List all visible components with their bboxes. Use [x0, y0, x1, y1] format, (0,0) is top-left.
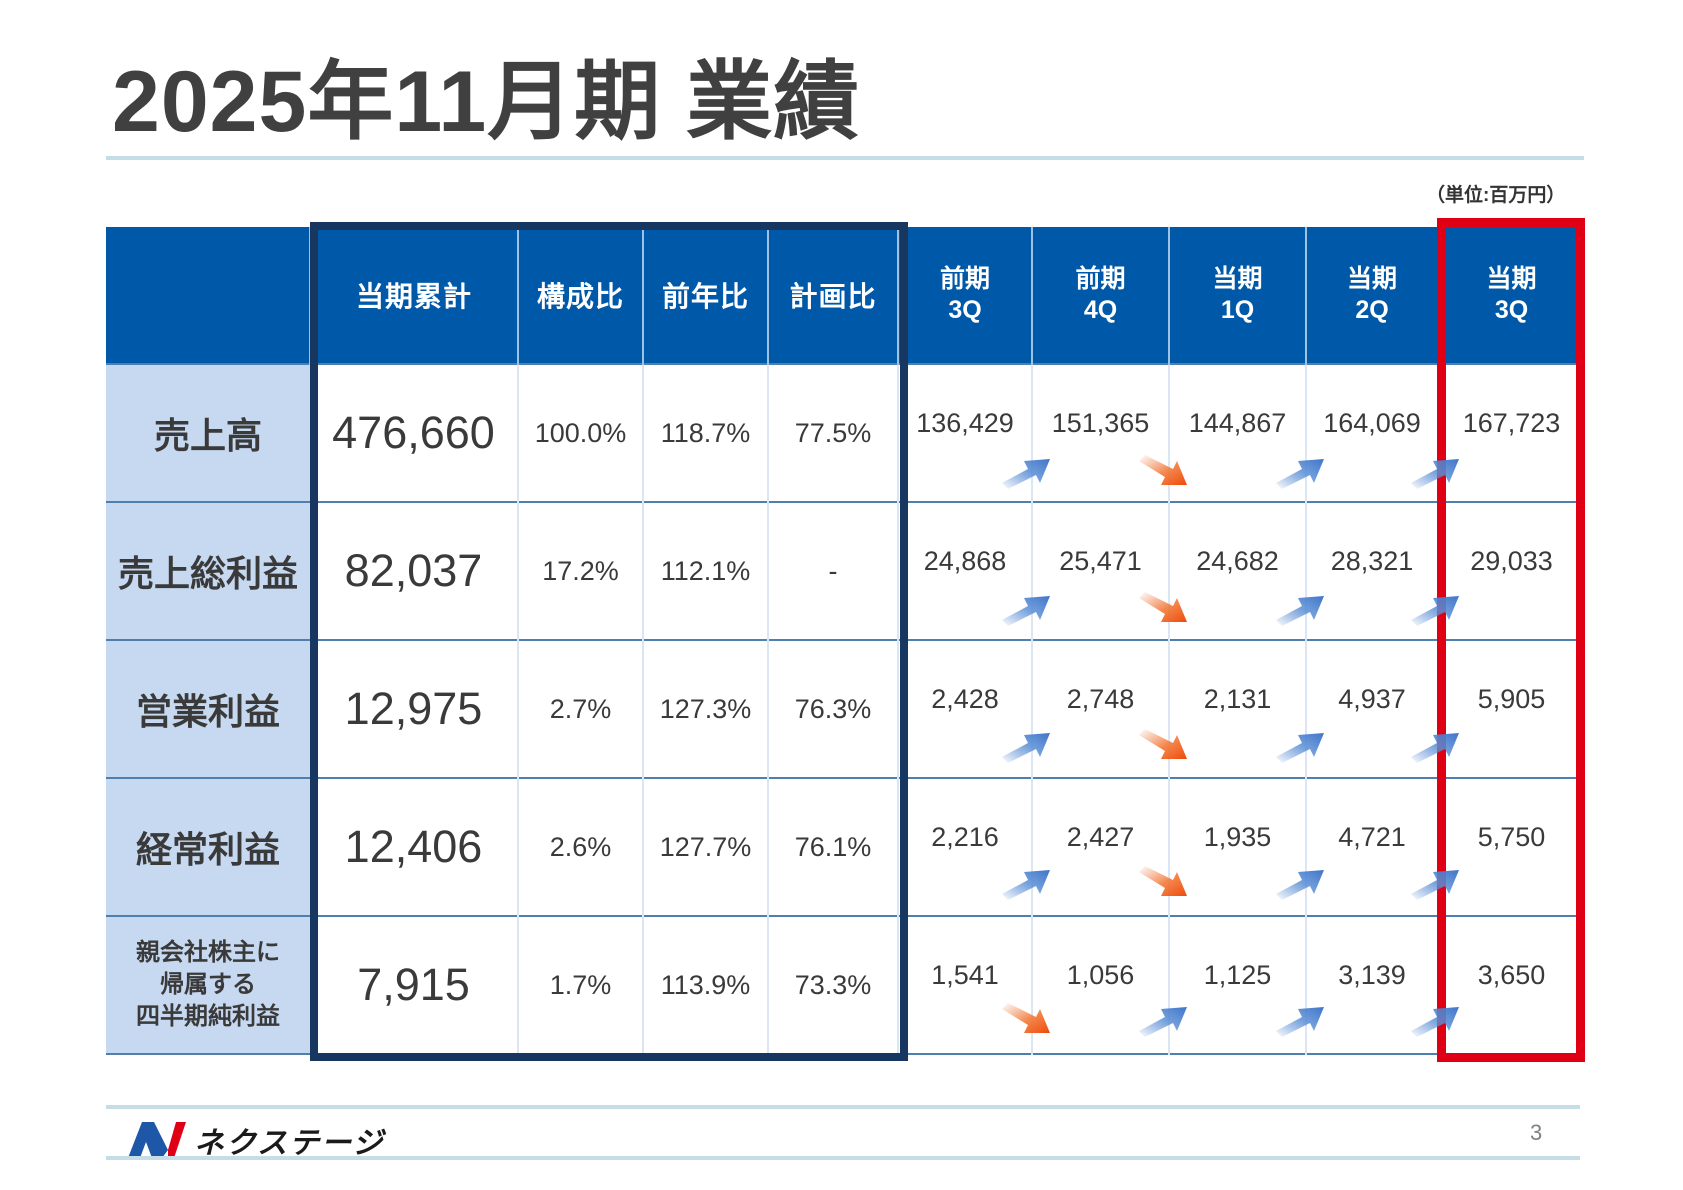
composition-value: 17.2%	[517, 501, 643, 640]
quarter-value: 2,131	[1168, 639, 1306, 778]
quarter-value: 1,056	[1031, 915, 1169, 1054]
table-row-gross-profit: 売上総利益 82,037 17.2% 112.1% - 24,868 25,47…	[106, 501, 1584, 640]
vs-plan-value: 76.3%	[767, 639, 898, 778]
footer-top-divider	[106, 1105, 1580, 1109]
quarter-value: 2,428	[897, 639, 1032, 778]
table-row-ordinary-profit: 経常利益 12,406 2.6% 127.7% 76.1% 2,216 2,42…	[106, 777, 1584, 916]
quarter-value: 2,216	[897, 777, 1032, 916]
unit-label: （単位:百万円）	[1426, 185, 1566, 206]
quarter-value: 5,750	[1437, 777, 1584, 916]
header-composition: 構成比	[517, 227, 643, 364]
yoy-value: 127.7%	[642, 777, 768, 916]
footer-bottom-divider	[106, 1156, 1580, 1160]
quarter-value: 3,650	[1437, 915, 1584, 1054]
yoy-value: 118.7%	[642, 363, 768, 502]
company-logo: ネクステージ	[128, 1118, 385, 1162]
quarter-value: 24,868	[897, 501, 1032, 640]
cumulative-value: 476,660	[310, 363, 518, 502]
row-label: 売上総利益	[106, 501, 310, 640]
quarter-value: 2,427	[1031, 777, 1169, 916]
quarter-value: 4,721	[1305, 777, 1438, 916]
quarter-value: 136,429	[897, 363, 1032, 502]
quarter-value: 144,867	[1168, 363, 1306, 502]
header-blank	[106, 227, 310, 364]
vs-plan-value: 73.3%	[767, 915, 898, 1054]
quarter-value: 28,321	[1305, 501, 1438, 640]
header-cur-1q: 当期 1Q	[1168, 227, 1306, 364]
composition-value: 2.6%	[517, 777, 643, 916]
header-row: 当期累計 構成比 前年比 計画比 前期 3Q 前期 4Q 当期 1Q 当期 2Q 当期 3…	[106, 227, 1584, 364]
table-row-operating-profit: 営業利益 12,975 2.7% 127.3% 76.3% 2,428 2,74…	[106, 639, 1584, 778]
quarter-value: 151,365	[1031, 363, 1169, 502]
vs-plan-value: 76.1%	[767, 777, 898, 916]
quarter-value: 1,125	[1168, 915, 1306, 1054]
vs-plan-value: -	[767, 501, 898, 640]
cumulative-value: 12,975	[310, 639, 518, 778]
header-vs-plan: 計画比	[767, 227, 898, 364]
brand-name: ネクステージ	[194, 1127, 385, 1160]
quarter-value: 3,139	[1305, 915, 1438, 1054]
yoy-value: 112.1%	[642, 501, 768, 640]
composition-value: 1.7%	[517, 915, 643, 1054]
row-label: 売上高	[106, 363, 310, 502]
row-label: 営業利益	[106, 639, 310, 778]
quarter-value: 2,748	[1031, 639, 1169, 778]
header-prev-3q: 前期 3Q	[897, 227, 1032, 364]
vs-plan-value: 77.5%	[767, 363, 898, 502]
quarter-value: 25,471	[1031, 501, 1169, 640]
page-title: 2025年11月期 業績	[112, 54, 861, 150]
page-number: 3	[1530, 1120, 1543, 1145]
quarter-value: 167,723	[1437, 363, 1584, 502]
yoy-value: 113.9%	[642, 915, 768, 1054]
table-row-sales: 売上高 476,660 100.0% 118.7% 77.5% 136,429 …	[106, 363, 1584, 502]
header-cur-3q: 当期 3Q	[1437, 227, 1584, 364]
yoy-value: 127.3%	[642, 639, 768, 778]
cumulative-value: 82,037	[310, 501, 518, 640]
cumulative-value: 12,406	[310, 777, 518, 916]
header-cur-2q: 当期 2Q	[1305, 227, 1438, 364]
header-prev-4q: 前期 4Q	[1031, 227, 1169, 364]
quarter-value: 164,069	[1305, 363, 1438, 502]
composition-value: 100.0%	[517, 363, 643, 502]
quarter-value: 1,541	[897, 915, 1032, 1054]
header-yoy: 前年比	[642, 227, 768, 364]
row-label: 経常利益	[106, 777, 310, 916]
table-row-net-income: 親会社株主に 帰属する 四半期純利益 7,915 1.7% 113.9% 73.…	[106, 915, 1584, 1054]
title-divider	[106, 156, 1584, 160]
quarter-value: 29,033	[1437, 501, 1584, 640]
header-cumulative: 当期累計	[309, 227, 518, 364]
results-table: 当期累計 構成比 前年比 計画比 前期 3Q 前期 4Q 当期 1Q 当期 2Q 当期 3…	[106, 227, 1584, 1055]
cumulative-value: 7,915	[310, 915, 518, 1054]
quarter-value: 24,682	[1168, 501, 1306, 640]
row-label: 親会社株主に 帰属する 四半期純利益	[106, 915, 310, 1054]
quarter-value: 1,935	[1168, 777, 1306, 916]
quarter-value: 5,905	[1437, 639, 1584, 778]
composition-value: 2.7%	[517, 639, 643, 778]
quarter-value: 4,937	[1305, 639, 1438, 778]
nextage-logo-icon	[128, 1122, 186, 1158]
